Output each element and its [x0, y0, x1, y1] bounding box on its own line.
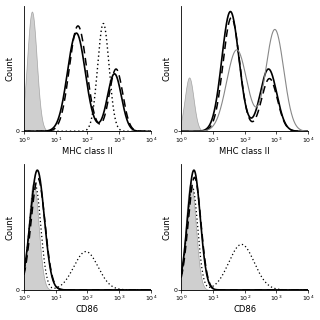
X-axis label: MHC class II: MHC class II — [220, 147, 270, 156]
Y-axis label: Count: Count — [5, 56, 14, 81]
X-axis label: CD86: CD86 — [233, 306, 256, 315]
X-axis label: MHC class II: MHC class II — [62, 147, 113, 156]
X-axis label: CD86: CD86 — [76, 306, 99, 315]
Y-axis label: Count: Count — [5, 214, 14, 240]
Y-axis label: Count: Count — [163, 56, 172, 81]
Y-axis label: Count: Count — [163, 214, 172, 240]
